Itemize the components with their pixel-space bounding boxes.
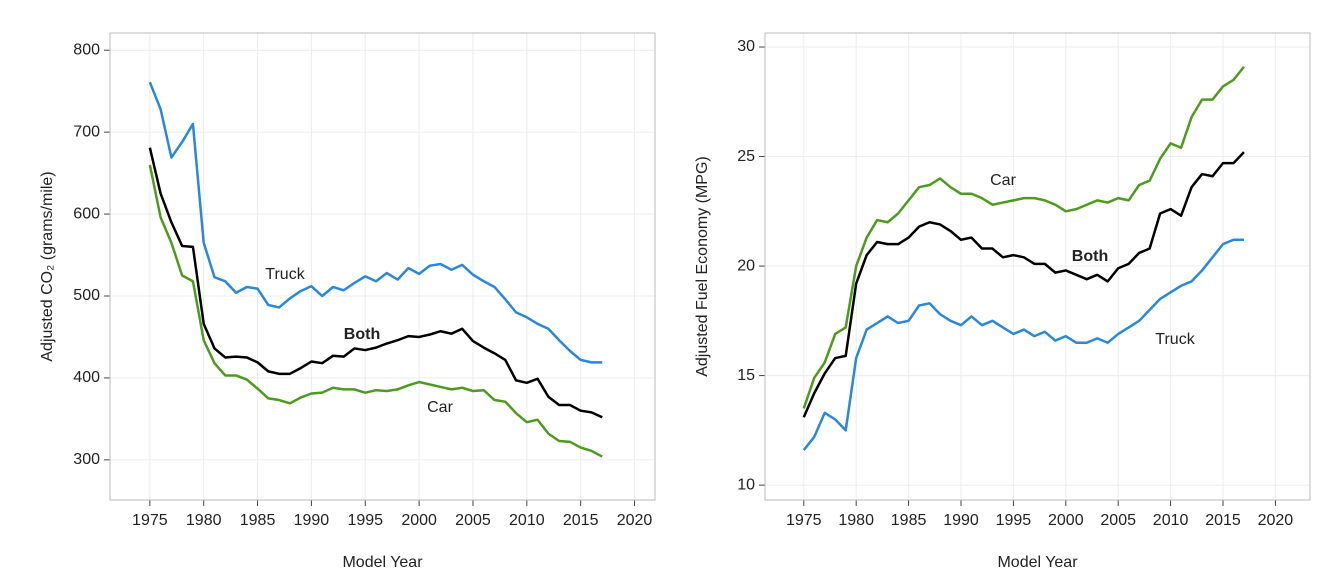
y-tick-label: 500 [73,287,100,304]
series-label: Both [344,326,380,343]
series-line [802,151,1245,418]
x-tick-label: 2015 [563,512,599,529]
y-tick-label: 400 [73,369,100,386]
series-label: Car [990,172,1016,189]
x-tick-label: 2010 [509,512,545,529]
x-tick-label: 2015 [1205,512,1241,529]
x-tick-label: 1985 [891,512,927,529]
x-tick-label: 1980 [186,512,222,529]
x-tick-label: 2000 [401,512,437,529]
y-tick-label: 25 [737,148,755,165]
y-tick-label: 300 [73,451,100,468]
x-tick-label: 1980 [838,512,874,529]
y-axis-label: Adjusted Fuel Economy (MPG) [694,156,711,377]
x-tick-label: 1985 [240,512,276,529]
y-tick-label: 10 [737,476,755,493]
plot-frame [109,32,656,501]
x-tick-label: 1995 [996,512,1032,529]
y-tick-label: 800 [73,41,100,58]
y-axis-label: Adjusted CO₂ (grams/mile) [39,171,56,361]
series-label: Car [427,399,453,416]
x-axis-label: Model Year [342,554,423,571]
series-label: Both [1072,248,1108,265]
x-tick-label: 2000 [1048,512,1084,529]
series-line [802,65,1245,409]
x-tick-label: 2005 [1100,512,1136,529]
x-tick-label: 2020 [617,512,653,529]
y-tick-label: 15 [737,367,755,384]
y-tick-label: 20 [737,257,755,274]
x-tick-label: 2010 [1153,512,1189,529]
x-tick-label: 2005 [455,512,491,529]
x-tick-label: 1995 [347,512,383,529]
series-line [148,81,603,364]
y-tick-label: 600 [73,205,100,222]
series-label: Truck [265,266,305,283]
x-tick-label: 1990 [294,512,330,529]
y-tick-label: 700 [73,123,100,140]
x-tick-label: 1990 [943,512,979,529]
y-tick-label: 30 [737,38,755,55]
series-line [148,164,603,458]
x-tick-label: 1975 [786,512,822,529]
x-axis-label: Model Year [997,554,1078,571]
series-line [148,147,603,419]
series-label: Truck [1155,331,1195,348]
plot-frame [764,32,1311,501]
series-line [802,238,1244,451]
x-tick-label: 1975 [132,512,168,529]
x-tick-label: 2020 [1258,512,1294,529]
